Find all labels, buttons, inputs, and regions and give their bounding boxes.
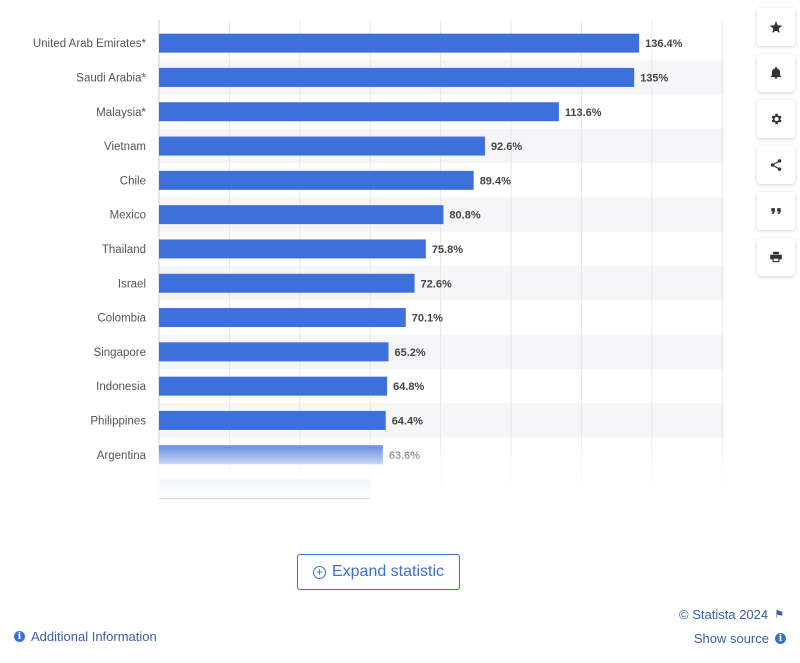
bar-chart: 136.4% United Arab Emirates* 135% Saudi Ara… xyxy=(33,20,724,499)
category-label: Israel xyxy=(118,278,146,290)
category-label: Saudi Arabia* xyxy=(76,72,146,84)
data-label: 92.6% xyxy=(491,141,522,153)
data-label: 65.2% xyxy=(395,347,426,359)
category-label: Singapore xyxy=(94,347,146,359)
bar[interactable] xyxy=(159,376,388,396)
category-label: Vietnam xyxy=(104,141,146,153)
data-label: 64.4% xyxy=(392,415,423,427)
bar[interactable] xyxy=(159,170,474,190)
print-icon xyxy=(770,251,782,263)
bar[interactable] xyxy=(159,342,389,362)
expand-statistic-label: Expand statistic xyxy=(331,563,445,580)
category-label: United Arab Emirates* xyxy=(33,38,147,50)
show-source-link[interactable]: Show source i xyxy=(694,631,786,646)
statista-credit[interactable]: © Statista 2024 ⚑ xyxy=(679,607,784,622)
bell-icon xyxy=(770,66,782,79)
additional-information-link[interactable]: i Additional Information xyxy=(14,629,157,644)
share-icon xyxy=(770,159,782,171)
category-label: Chile xyxy=(120,175,146,187)
bar[interactable] xyxy=(159,136,485,156)
bar[interactable] xyxy=(159,410,386,430)
settings-button[interactable] xyxy=(757,100,795,138)
data-label: 113.6% xyxy=(565,107,602,119)
chart-area: 136.4% United Arab Emirates* 135% Saudi Ara… xyxy=(33,20,750,499)
expand-statistic-button[interactable]: + Expand statistic xyxy=(297,554,460,590)
chart-toolbar xyxy=(757,8,795,276)
bar[interactable] xyxy=(159,33,640,53)
bar[interactable] xyxy=(159,308,406,328)
data-label: 136.4% xyxy=(645,38,683,50)
quote-icon xyxy=(771,208,781,214)
plus-circle-icon: + xyxy=(312,565,326,579)
credit-text: © Statista 2024 xyxy=(679,607,769,622)
bar[interactable] xyxy=(159,102,559,122)
category-label: Indonesia xyxy=(96,381,146,393)
data-label: 135% xyxy=(640,72,668,84)
bar[interactable] xyxy=(159,67,635,87)
bar[interactable] xyxy=(159,273,415,293)
category-label: Philippines xyxy=(90,415,146,427)
show-source-label: Show source xyxy=(693,631,769,646)
data-label: 89.4% xyxy=(480,175,511,187)
additional-information-label: Additional Information xyxy=(31,629,157,644)
print-button[interactable] xyxy=(757,238,795,276)
cite-button[interactable] xyxy=(757,192,795,230)
data-label: 63.6% xyxy=(389,450,420,462)
data-label: 64.8% xyxy=(393,381,424,393)
data-label: 72.6% xyxy=(421,278,452,290)
flag-icon: ⚑ xyxy=(774,609,784,621)
category-label: Colombia xyxy=(97,313,146,325)
notification-button[interactable] xyxy=(757,54,795,92)
category-label: Thailand xyxy=(102,244,146,256)
data-label: 70.1% xyxy=(412,313,443,325)
info-icon: i xyxy=(775,633,786,644)
favorite-button[interactable] xyxy=(757,8,795,46)
gear-icon xyxy=(771,113,782,125)
data-label: 80.8% xyxy=(449,210,480,222)
bar-partial xyxy=(159,479,371,499)
category-label: Mexico xyxy=(110,210,146,222)
data-label: 75.8% xyxy=(432,244,463,256)
star-icon xyxy=(769,21,783,33)
bar[interactable] xyxy=(159,239,426,259)
category-label: Argentina xyxy=(97,450,147,462)
bar[interactable] xyxy=(159,205,444,225)
share-button[interactable] xyxy=(757,146,795,184)
category-label: Malaysia* xyxy=(96,107,146,119)
info-icon: i xyxy=(14,631,25,642)
bar[interactable] xyxy=(159,445,383,465)
